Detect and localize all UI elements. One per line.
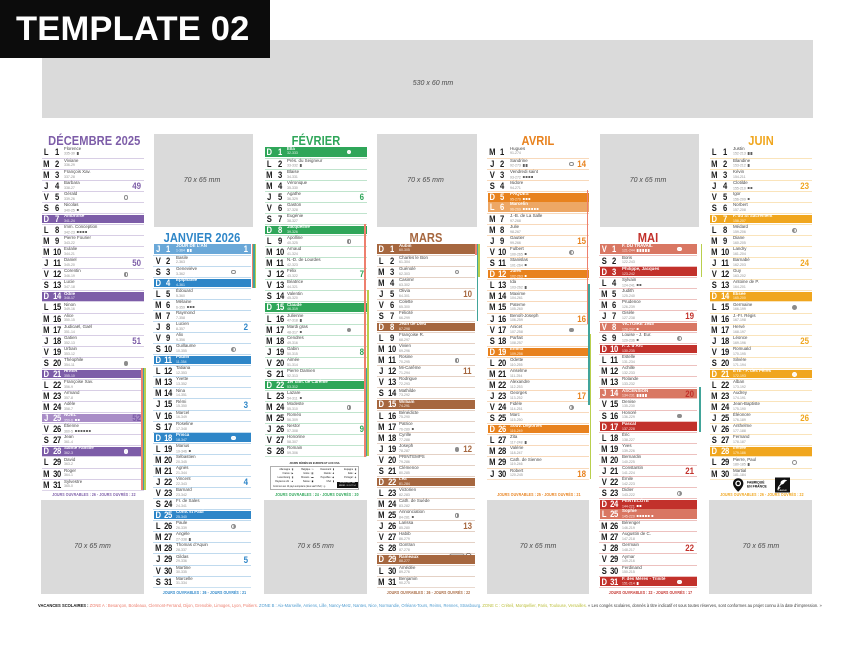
svg-text:FABRIQUÉ: FABRIQUÉ bbox=[747, 479, 765, 484]
svg-text:L’AVENIR: L’AVENIR bbox=[778, 489, 787, 492]
svg-text:EN FRANCE: EN FRANCE bbox=[747, 484, 768, 488]
